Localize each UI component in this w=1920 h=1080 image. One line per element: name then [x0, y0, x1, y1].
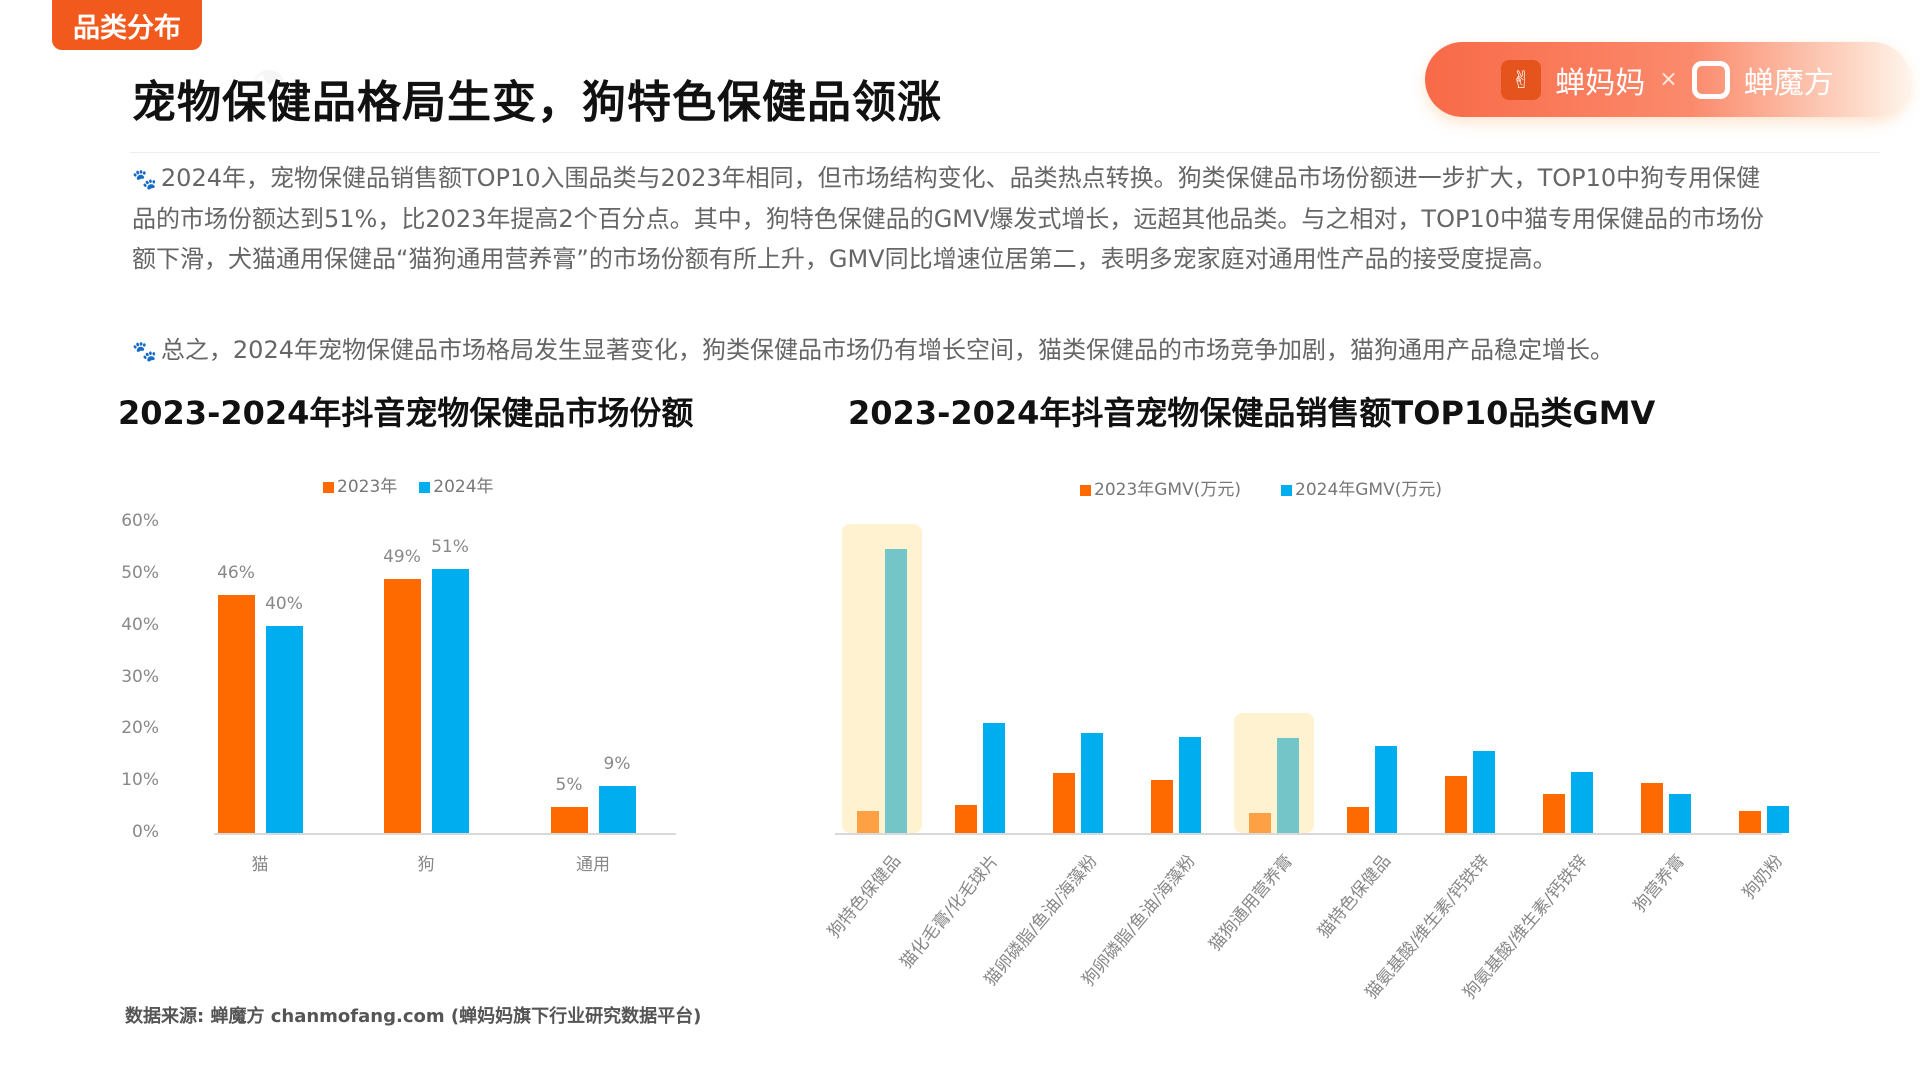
bar-2023-2: [550, 807, 588, 833]
data-label: 46%: [217, 562, 255, 583]
left-legend: 2023年 2024年: [323, 472, 494, 497]
x-tick-label: 狗: [417, 855, 435, 875]
bar-2024-gmv-9: [1767, 806, 1789, 833]
bar-2023-gmv-4: [1249, 813, 1271, 833]
legend-item-2024: 2024年: [419, 472, 494, 497]
bar-2024-gmv-3: [1179, 737, 1201, 833]
data-label: 51%: [431, 536, 469, 557]
y-tick-label: 40%: [121, 614, 159, 635]
bar-2024-gmv-4: [1277, 737, 1299, 833]
paragraph-2: 🐾 总之，2024年宠物保健品市场格局发生显著变化，狗类保健品市场仍有增长空间，猫…: [132, 330, 1772, 371]
legend-swatch: [1080, 484, 1091, 496]
y-tick-label: 50%: [121, 562, 159, 583]
y-tick-label: 0%: [132, 822, 159, 842]
bar-2023-gmv-8: [1641, 783, 1663, 833]
bar-2024-0: [265, 625, 303, 833]
bar-2023-0: [217, 594, 255, 833]
x-tick-label: 猫化毛膏/化毛球片: [896, 851, 1004, 973]
bar-2023-gmv-3: [1151, 780, 1173, 833]
x-tick-label: 狗奶粉: [1739, 851, 1788, 904]
bar-2024-gmv-5: [1375, 745, 1397, 833]
legend-item-2024-gmv: 2024年GMV(万元): [1281, 475, 1442, 500]
bar-2023-gmv-9: [1739, 810, 1761, 833]
legend-item-2023: 2023年: [323, 472, 397, 497]
data-label: 40%: [265, 593, 303, 614]
legend-label: 2024年GMV(万元): [1295, 480, 1442, 500]
page-title: 宠物保健品格局生变，狗特色保健品领涨: [132, 77, 942, 128]
legend-swatch: [419, 481, 431, 493]
paw-icon: 🐾: [132, 167, 157, 191]
data-source: 数据来源: 蝉魔方 chanmofang.com (蝉妈妈旗下行业研究数据平台): [125, 1006, 702, 1027]
data-label: 49%: [383, 547, 421, 568]
legend-swatch: [323, 481, 334, 493]
paw-icon: 🐾: [132, 339, 157, 363]
legend-label: 2023年: [337, 477, 398, 497]
brand-logo: ✌ 蝉妈妈 × 蝉魔方: [1425, 42, 1910, 117]
y-tick-label: 10%: [121, 770, 159, 791]
chanmofang-logo-icon: [1691, 60, 1730, 99]
bar-2024-gmv-7: [1571, 772, 1593, 833]
bar-2023-gmv-5: [1347, 806, 1369, 833]
paragraph-2-text: 总之，2024年宠物保健品市场格局发生显著变化，狗类保健品市场仍有增长空间，猫类…: [160, 336, 1614, 364]
legend-label: 2023年GMV(万元): [1094, 480, 1241, 500]
brand-name-1: 蝉妈妈: [1555, 65, 1646, 101]
x-tick-label: 猫特色保健品: [1314, 851, 1396, 943]
data-label: 9%: [603, 754, 631, 775]
bar-2023-1: [383, 579, 421, 833]
x-tick-label: 狗特色保健品: [824, 851, 906, 943]
legend-item-2023-gmv: 2023年GMV(万元): [1080, 475, 1241, 500]
legend-swatch: [1281, 484, 1292, 496]
bar-2024-2: [598, 786, 636, 833]
left-chart-title: 2023-2024年抖音宠物保健品市场份额: [118, 394, 694, 432]
bar-2023-gmv-1: [955, 804, 977, 833]
section-tag: 品类分布: [52, 0, 202, 50]
y-tick-label: 60%: [121, 511, 159, 531]
bar-2023-gmv-7: [1543, 793, 1565, 833]
x-tick-label: 猫狗通用营养膏: [1205, 851, 1298, 956]
paragraph-1-text: 2024年，宠物保健品销售额TOP10入围品类与2023年相同，但市场结构变化、…: [132, 164, 1764, 273]
bar-2023-gmv-2: [1053, 772, 1075, 833]
bar-2024-gmv-1: [983, 722, 1005, 833]
x-tick-label: 猫: [251, 855, 269, 875]
x-tick-label: 通用: [576, 855, 610, 875]
bar-2024-gmv-0: [885, 549, 907, 833]
y-tick-label: 20%: [121, 718, 159, 739]
paragraph-1: 🐾 2024年，宠物保健品销售额TOP10入围品类与2023年相同，但市场结构变化…: [132, 158, 1772, 279]
x-axis-line: [214, 833, 676, 835]
legend-label: 2024年: [433, 477, 494, 497]
bar-2023-gmv-6: [1445, 775, 1467, 833]
x-tick-label: 狗营养膏: [1630, 851, 1690, 917]
right-legend: 2023年GMV(万元) 2024年GMV(万元): [1080, 475, 1442, 500]
bar-2024-gmv-8: [1669, 793, 1691, 833]
bar-2024-1: [431, 568, 469, 833]
brand-separator: ×: [1659, 67, 1678, 92]
bar-2023-gmv-0: [857, 810, 879, 833]
bar-2024-gmv-6: [1473, 751, 1495, 833]
highlight-box: [1234, 712, 1314, 833]
highlight-box: [842, 524, 922, 833]
divider: [130, 152, 1880, 153]
x-axis-line: [835, 833, 1782, 835]
brand-name-2: 蝉魔方: [1743, 65, 1834, 101]
right-chart-title: 2023-2024年抖音宠物保健品销售额TOP10品类GMV: [848, 394, 1656, 432]
data-label: 5%: [555, 775, 583, 796]
y-tick-label: 30%: [121, 666, 159, 687]
chanmama-logo-icon: ✌: [1501, 59, 1542, 100]
bar-2024-gmv-2: [1081, 732, 1103, 833]
